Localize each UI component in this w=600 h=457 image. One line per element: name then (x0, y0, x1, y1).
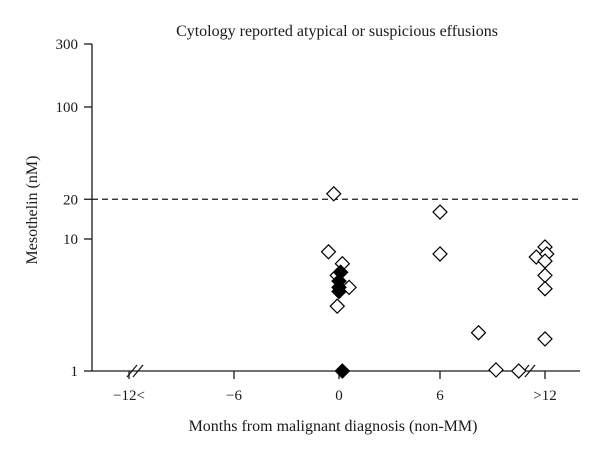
open-diamond-point (432, 246, 448, 262)
open-diamond-point (488, 362, 504, 378)
axis-break-slash (126, 364, 138, 378)
data-points (320, 185, 555, 379)
chart-title: Cytology reported atypical or suspicious… (176, 23, 498, 40)
y-axis-label: Mesothelin (nM) (24, 156, 41, 265)
x-axis-label: Months from malignant diagnosis (non-MM) (189, 418, 478, 435)
plot-area (91, 44, 580, 372)
x-tick-label: −12< (113, 388, 145, 404)
open-diamond-point (537, 267, 553, 284)
open-diamond-point (320, 243, 337, 260)
open-diamond-point (510, 363, 527, 379)
open-diamond-point (329, 298, 346, 314)
x-tick-label: 0 (335, 388, 343, 404)
x-tick-label: >12 (533, 388, 556, 404)
x-tick-label: 6 (436, 388, 444, 404)
open-diamond-point (537, 331, 553, 347)
y-tick-group: 1 10 20 100 300 (56, 37, 92, 380)
axis-break-slash (524, 364, 536, 378)
open-diamond-point (537, 280, 553, 297)
open-diamond-point (325, 185, 342, 202)
filled-diamond-point (334, 363, 351, 379)
y-tick-label: 10 (63, 232, 78, 248)
y-tick-label: 300 (56, 37, 79, 53)
axis-break-slash (132, 364, 144, 378)
filled-diamond-point (331, 283, 347, 300)
x-tick-label: −6 (226, 388, 242, 404)
y-tick-label: 100 (56, 100, 79, 116)
open-diamond-point (470, 324, 487, 341)
x-tick-group: −12< −6 0 6 >12 (113, 371, 557, 404)
y-tick-label: 1 (71, 364, 79, 380)
y-tick-label: 20 (63, 192, 78, 208)
open-diamond-point (432, 204, 448, 220)
